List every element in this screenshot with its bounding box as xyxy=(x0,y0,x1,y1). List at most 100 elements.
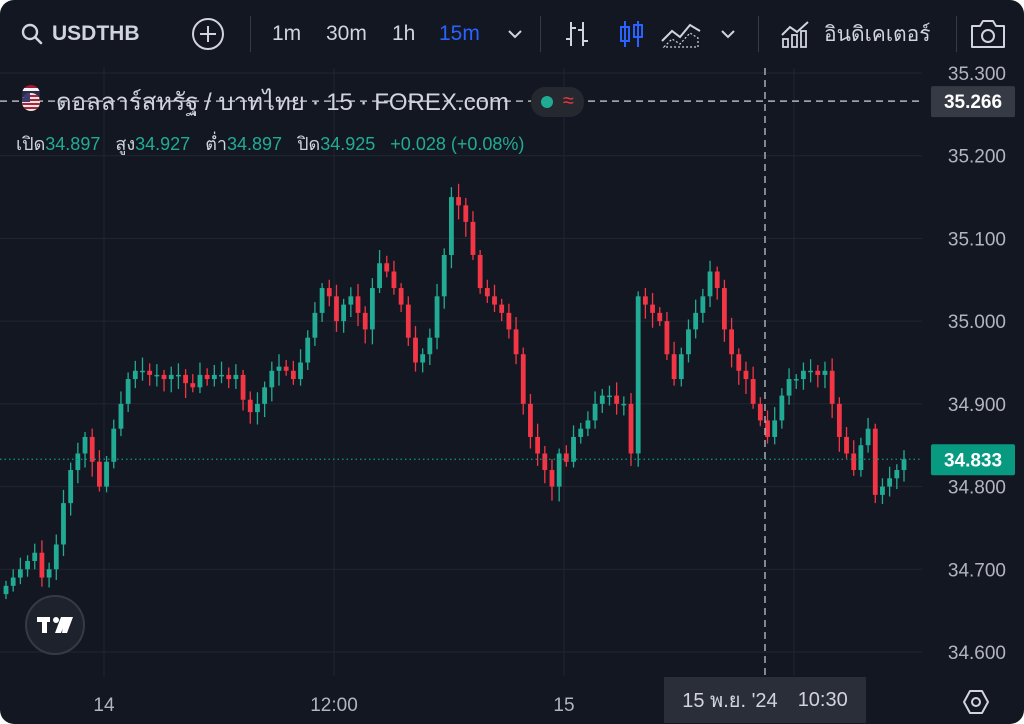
add-symbol-button[interactable] xyxy=(190,14,226,54)
candle-body xyxy=(398,288,404,305)
candle-body xyxy=(233,374,239,380)
candle-body xyxy=(132,370,138,380)
tradingview-logo-icon[interactable] xyxy=(25,595,85,655)
candle-body xyxy=(520,354,526,404)
candle-body xyxy=(542,453,548,471)
area-style-icon xyxy=(660,19,702,49)
change-value: +0.028 (+0.08%) xyxy=(390,134,525,154)
candle-body xyxy=(736,354,742,371)
y-axis-tick-label: 35.200 xyxy=(948,147,1006,168)
candle-body xyxy=(693,312,699,330)
candle-body xyxy=(420,354,426,363)
high-value: 34.927 xyxy=(135,134,191,154)
candle-body xyxy=(161,374,167,380)
candle-body xyxy=(204,374,210,380)
candle-body xyxy=(17,569,23,578)
candle-body xyxy=(901,459,907,471)
candle-body xyxy=(700,296,706,313)
candle-body xyxy=(743,370,749,380)
market-status-pill[interactable]: ≈ xyxy=(530,86,584,117)
candle-body xyxy=(118,403,124,429)
timeframe-label: 1h xyxy=(392,22,416,45)
candle-body xyxy=(82,436,88,454)
candle-body xyxy=(463,205,469,222)
chevron-down-icon xyxy=(505,24,525,44)
candle-body xyxy=(757,403,763,421)
candle-body xyxy=(53,544,59,570)
candle-body xyxy=(506,312,512,330)
candle-body xyxy=(714,271,720,289)
candle-body xyxy=(226,374,232,380)
search-icon xyxy=(20,22,44,46)
chart-legend: ดอลลาร์สหรัฐ / บาทไทย · 15 · FOREX.com ≈… xyxy=(16,82,584,158)
candle-body xyxy=(211,374,217,380)
timeframe-30m[interactable]: 30m xyxy=(326,14,367,54)
legend-title[interactable]: ดอลลาร์สหรัฐ / บาทไทย · 15 · FOREX.com xyxy=(56,89,509,116)
candle-body xyxy=(147,370,153,375)
toolbar-divider xyxy=(956,16,957,52)
candle-body xyxy=(535,436,541,454)
candle-body xyxy=(125,379,131,404)
candle-style-button[interactable] xyxy=(616,14,646,54)
timeframe-15m[interactable]: 15m xyxy=(439,14,480,54)
candle-body xyxy=(140,370,145,373)
candle-body xyxy=(369,288,375,330)
candle-body xyxy=(326,288,332,297)
open-value: 34.897 xyxy=(45,134,101,154)
y-axis-tick-label: 35.000 xyxy=(948,312,1006,333)
settings-gear-icon[interactable] xyxy=(962,688,990,716)
candle-body xyxy=(276,366,282,371)
candle-body xyxy=(89,436,95,462)
timeframe-label: 30m xyxy=(326,22,367,45)
indicators-label: อินดิเคเตอร์ xyxy=(824,22,931,46)
candle-body xyxy=(384,263,390,272)
chart-style-dropdown[interactable] xyxy=(718,14,738,54)
candle-body xyxy=(391,271,397,289)
screenshot-button[interactable] xyxy=(968,14,1008,54)
symbol-search[interactable]: USDTHB xyxy=(20,14,140,54)
candle-body xyxy=(434,296,440,338)
candle-body xyxy=(621,403,627,406)
low-label: ต่ำ xyxy=(205,134,228,154)
candle-body xyxy=(405,304,411,338)
legend-title-row: ดอลลาร์สหรัฐ / บาทไทย · 15 · FOREX.com ≈ xyxy=(16,82,584,121)
area-style-button[interactable] xyxy=(660,14,702,54)
close-label: ปิด xyxy=(297,134,321,154)
bar-style-button[interactable] xyxy=(562,14,592,54)
timeframe-1h[interactable]: 1h xyxy=(392,14,415,54)
candle-body xyxy=(290,370,296,380)
y-axis-tick-label: 35.300 xyxy=(948,64,1006,85)
indicators-button[interactable]: อินดิเคเตอร์ xyxy=(780,14,931,54)
candle-body xyxy=(255,403,260,413)
candle-body xyxy=(650,304,655,313)
legend-ohlc-row: เปิด34.897 สูง34.927 ต่ำ34.897 ปิด34.925… xyxy=(16,129,584,158)
timeframe-1m[interactable]: 1m xyxy=(272,14,301,54)
crosshair-price-label-bg xyxy=(931,86,1015,118)
candle-body xyxy=(801,370,806,380)
candle-body xyxy=(456,197,461,206)
candle-body xyxy=(729,329,734,355)
candle-body xyxy=(549,470,555,487)
y-axis-tick-label: 34.800 xyxy=(948,478,1006,499)
crosshair-time-label: 15 พ.ย. '24 10:30 xyxy=(664,677,866,723)
candle-body xyxy=(628,403,634,454)
candle-body xyxy=(844,436,849,454)
close-value: 34.925 xyxy=(320,134,376,154)
toolbar-divider xyxy=(540,16,541,52)
toolbar-divider xyxy=(758,16,759,52)
candle-body xyxy=(750,379,756,404)
candle-body xyxy=(377,263,382,289)
symbol-name: USDTHB xyxy=(52,22,140,45)
candle-body xyxy=(513,329,519,355)
timeframe-dropdown[interactable] xyxy=(505,14,525,54)
last-price-label-bg xyxy=(931,444,1015,476)
y-axis-tick-label: 34.900 xyxy=(948,395,1006,416)
candle-body xyxy=(334,296,339,322)
flag-icon xyxy=(16,83,46,120)
last-price-label: 34.833 xyxy=(944,450,1002,471)
x-axis-tick-label: 12:00 xyxy=(310,695,358,716)
x-axis-tick-label: 15 xyxy=(553,695,574,716)
candle-body xyxy=(197,374,203,388)
candle-body xyxy=(25,561,30,570)
